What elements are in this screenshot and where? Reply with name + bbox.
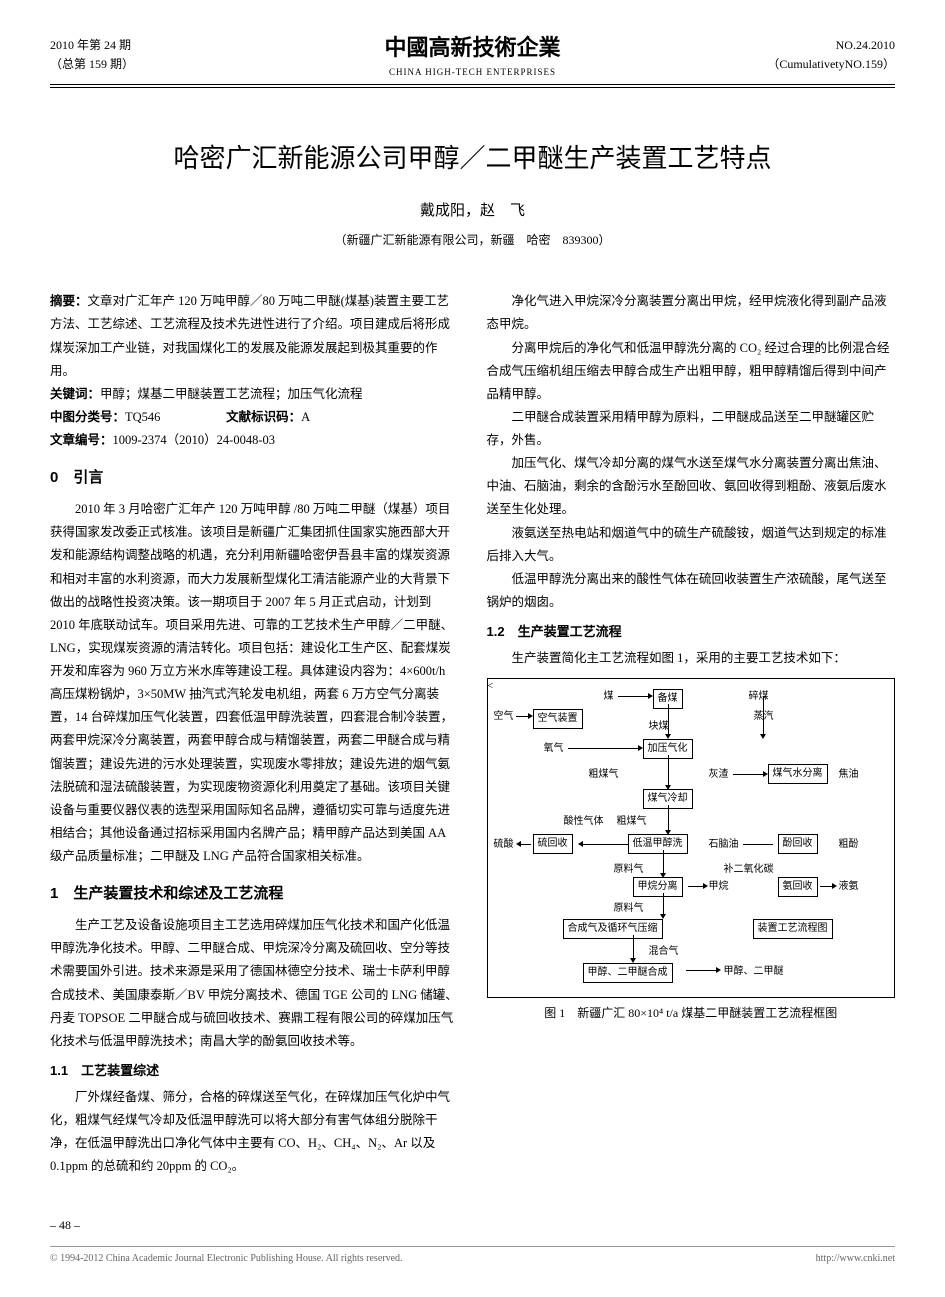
- lbl-yuanlq: 原料气: [613, 862, 645, 878]
- arrow: [668, 755, 669, 788]
- sec11-p1: 厂外煤经备煤、筛分，合格的碎煤送至气化，在碎煤加压气化炉中气化，粗煤气经煤气冷却…: [50, 1086, 459, 1179]
- arrow: [686, 970, 716, 971]
- clc-label: 中图分类号：: [50, 410, 125, 424]
- lbl-kongqi-in: 空气: [493, 709, 515, 725]
- authors: 戴成阳，赵 飞: [50, 199, 895, 223]
- arrow: [763, 696, 764, 737]
- arrow: [668, 704, 669, 737]
- arrow: [733, 774, 763, 775]
- keywords-label: 关键词：: [50, 387, 100, 401]
- journal-name-cn: 中國高新技術企業: [384, 30, 560, 65]
- lbl-cufen: 粗酚: [838, 837, 860, 853]
- lbl-bco2: 补二氧化碳: [723, 862, 775, 878]
- node-jchs: 甲醇、二甲醚合成: [583, 963, 673, 983]
- arrow: [618, 696, 648, 697]
- arrow: [516, 716, 528, 717]
- arrowhead-icon: [703, 883, 708, 889]
- artno-label: 文章编号：: [50, 433, 113, 447]
- figure-1: 煤 备煤 碎煤 空气 空气装置 块煤 蒸汽 氧气 加压气化 粗煤气 灰渣 煤气水…: [487, 678, 896, 1023]
- node-jwfl: 甲烷分离: [633, 877, 683, 897]
- node-anhs: 氨回收: [778, 877, 818, 897]
- issue-cumulative: （总第 159 期）: [50, 55, 230, 74]
- arrow: [688, 886, 703, 887]
- codes-line2: 文章编号：1009-2374（2010）24-0048-03: [50, 429, 459, 452]
- header-right: NO.24.2010 （CumulativetyNO.159）: [715, 36, 895, 74]
- lbl-mei: 煤: [603, 689, 615, 705]
- arrow: [820, 886, 832, 887]
- flowchart: 煤 备煤 碎煤 空气 空气装置 块煤 蒸汽 氧气 加压气化 粗煤气 灰渣 煤气水…: [487, 678, 896, 998]
- arrow: [583, 844, 628, 845]
- sec11-p5: 加压气化、煤气冷却分离的煤气水送至煤气水分离装置分离出焦油、中油、石脑油，剩余的…: [487, 452, 896, 521]
- keywords-text: 甲醇；煤基二甲醚装置工艺流程；加压气化流程: [100, 387, 363, 401]
- header-left: 2010 年第 24 期 （总第 159 期）: [50, 36, 230, 74]
- sec11-p7: 低温甲醇洗分离出来的酸性气体在硫回收装置生产浓硫酸，尾气送至锅炉的烟囱。: [487, 568, 896, 614]
- lbl-jiawan: 甲烷: [708, 879, 730, 895]
- artno: 1009-2374（2010）24-0048-03: [113, 433, 276, 447]
- header-center: 中國高新技術企業 CHINA HIGH-TECH ENTERPRISES: [384, 30, 560, 80]
- arrow: [743, 844, 773, 845]
- journal-name-en: CHINA HIGH-TECH ENTERPRISES: [384, 65, 560, 79]
- codes-line1: 中图分类号：TQ546 文献标识码：A: [50, 406, 459, 429]
- node-dwjcx: 低温甲醇洗: [628, 834, 688, 854]
- sec11-p4: 二甲醚合成装置采用精甲醇为原料，二甲醚成品送至二甲醚罐区贮存，外售。: [487, 406, 896, 452]
- sec1-p1: 生产工艺及设备设施项目主工艺选用碎煤加压气化技术和国产化低温甲醇洗净化技术。甲醇…: [50, 914, 459, 1053]
- clc: TQ546: [125, 410, 160, 424]
- doccode-label: 文献标识码：: [226, 410, 301, 424]
- node-mqsfl: 煤气水分离: [768, 764, 828, 784]
- lbl-cumq2: 粗煤气: [616, 814, 648, 830]
- lbl-zhengqi: 蒸汽: [753, 709, 775, 725]
- node-hcq: 合成气及循环气压缩: [563, 919, 663, 939]
- article-title: 哈密广汇新能源公司甲醇／二甲醚生产装置工艺特点: [50, 138, 895, 180]
- lbl-suimei: 碎煤: [748, 689, 770, 705]
- lbl-yuanlq2: 原料气: [613, 901, 645, 917]
- footer: © 1994-2012 China Academic Journal Elect…: [50, 1246, 895, 1267]
- arrow: [521, 844, 531, 845]
- arrowhead-icon: [760, 734, 766, 739]
- sec1-title: 1 生产装置技术和综述及工艺流程: [50, 882, 459, 906]
- lbl-shinao: 石脑油: [708, 837, 740, 853]
- sec0-p1: 2010 年 3 月哈密广汇年产 120 万吨甲醇 /80 万吨二甲醚（煤基）项…: [50, 498, 459, 868]
- lbl-cumq: 粗煤气: [588, 767, 620, 783]
- sec0-title: 0 引言: [50, 466, 459, 490]
- sec12-p1: 生产装置简化主工艺流程如图 1，采用的主要工艺技术如下：: [487, 647, 896, 670]
- footer-copyright: © 1994-2012 China Academic Journal Elect…: [50, 1251, 403, 1267]
- lbl-jiaoyou: 焦油: [838, 767, 860, 783]
- abstract-label: 摘要：: [50, 294, 88, 308]
- lbl-jcec: 甲醇、二甲醚: [723, 964, 785, 980]
- lbl-hunhq: 混合气: [648, 944, 680, 960]
- sec12-title: 1.2 生产装置工艺流程: [487, 622, 896, 643]
- node-fenhs: 酚回收: [778, 834, 818, 854]
- sec11-p2: 净化气进入甲烷深冷分离装置分离出甲烷，经甲烷液化得到副产品液态甲烷。: [487, 290, 896, 336]
- figure-caption: 图 1 新疆广汇 80×10⁴ t/a 煤基二甲醚装置工艺流程框图: [487, 1004, 896, 1023]
- node-liuhs: 硫回收: [533, 834, 573, 854]
- doccode: A: [301, 410, 310, 424]
- lbl-huizha: 灰渣: [708, 767, 730, 783]
- lbl-liusuan: 硫酸: [493, 837, 515, 853]
- footer-url: http://www.cnki.net: [816, 1251, 895, 1267]
- lbl-kuaimei: 块煤: [648, 719, 670, 735]
- lbl-yean: 液氨: [838, 879, 860, 895]
- affiliation: （新疆广汇新能源有限公司，新疆 哈密 839300）: [50, 231, 895, 250]
- sec11-title: 1.1 工艺装置综述: [50, 1061, 459, 1082]
- lbl-sxqt: 酸性气体: [563, 814, 605, 830]
- abstract-text: 文章对广汇年产 120 万吨甲醇／80 万吨二甲醚(煤基)装置主要工艺方法、工艺…: [50, 294, 450, 377]
- content-columns: 摘要：文章对广汇年产 120 万吨甲醇／80 万吨二甲醚(煤基)装置主要工艺方法…: [50, 290, 895, 1210]
- arrowhead-icon: [716, 967, 721, 973]
- keywords-line: 关键词：甲醇；煤基二甲醚装置工艺流程；加压气化流程: [50, 383, 459, 406]
- issue-cum-en: （CumulativetyNO.159）: [715, 55, 895, 74]
- lbl-yangqi: 氧气: [543, 741, 565, 757]
- header-rule: [50, 87, 895, 88]
- sec11-p3: 分离甲烷后的净化气和低温甲醇洗分离的 CO₂ 经过合理的比例混合经合成气压缩机组…: [487, 337, 896, 406]
- sec11-p6: 液氨送至热电站和烟道气中的硫生产硫酸铵，烟道气达到规定的标准后排入大气。: [487, 522, 896, 568]
- issue-year: 2010 年第 24 期: [50, 36, 230, 55]
- arrow: [568, 748, 638, 749]
- node-zzgy: 装置工艺流程图: [753, 919, 833, 939]
- page-number: – 48 –: [50, 1216, 895, 1235]
- page-header: 2010 年第 24 期 （总第 159 期） 中國高新技術企業 CHINA H…: [50, 30, 895, 85]
- arrowhead-icon: [832, 883, 837, 889]
- arrow: [668, 805, 669, 833]
- abstract: 摘要：文章对广汇年产 120 万吨甲醇／80 万吨二甲醚(煤基)装置主要工艺方法…: [50, 290, 459, 383]
- node-kongqi: 空气装置: [533, 709, 583, 729]
- issue-no-en: NO.24.2010: [715, 36, 895, 55]
